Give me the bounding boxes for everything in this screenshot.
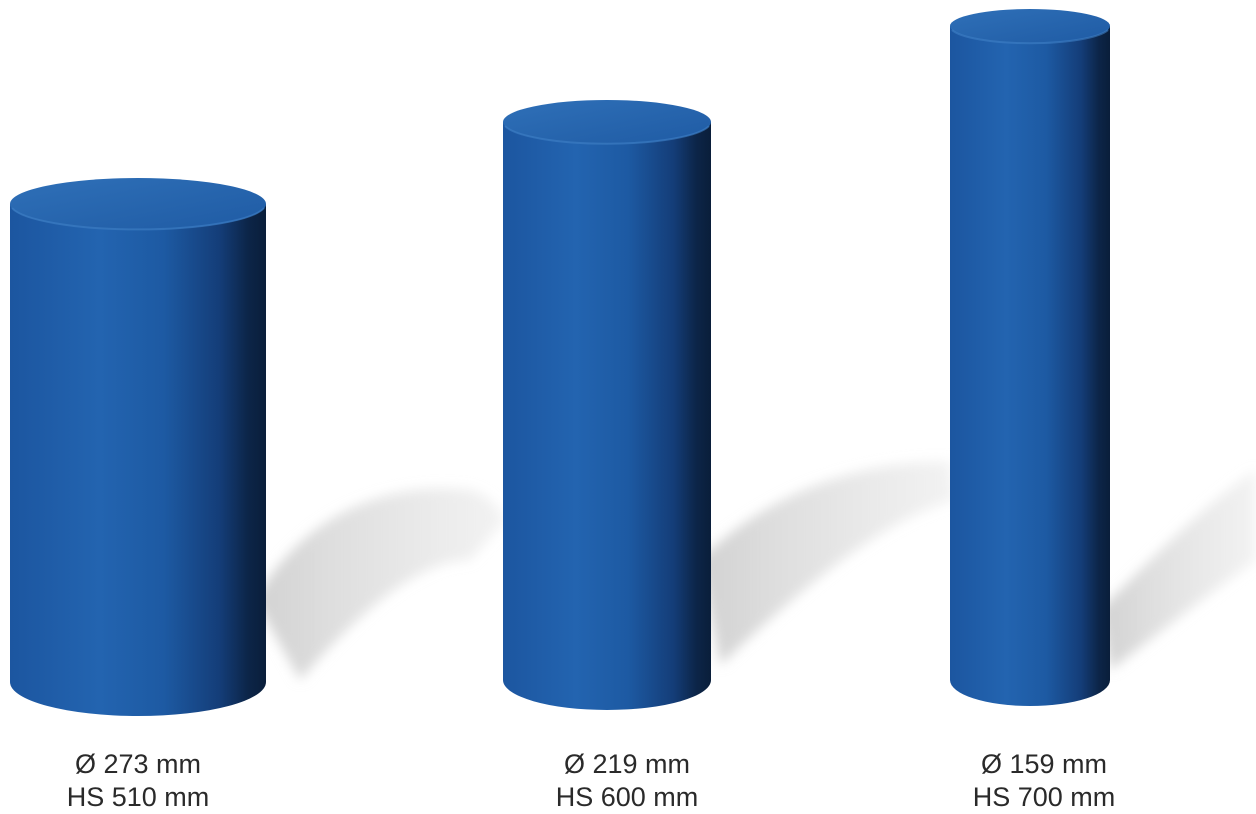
shadow-1: [255, 488, 505, 680]
height-label: HS 510 mm: [66, 782, 210, 812]
shadow-2: [700, 461, 955, 665]
diameter-label: Ø 273 mm: [74, 749, 202, 779]
bollard-2: [503, 100, 711, 710]
height-label: HS 700 mm: [972, 782, 1116, 812]
caption-bollard-1: Ø 273 mm HS 510 mm: [8, 748, 268, 814]
caption-bollard-2: Ø 219 mm HS 600 mm: [497, 748, 757, 814]
shadow-3: [1100, 470, 1256, 670]
bollard-1: [10, 178, 266, 716]
caption-bollard-3: Ø 159 mm HS 700 mm: [914, 748, 1174, 814]
height-label: HS 600 mm: [555, 782, 699, 812]
diameter-label: Ø 219 mm: [563, 749, 691, 779]
bollard-3: [950, 9, 1110, 706]
diameter-label: Ø 159 mm: [980, 749, 1108, 779]
